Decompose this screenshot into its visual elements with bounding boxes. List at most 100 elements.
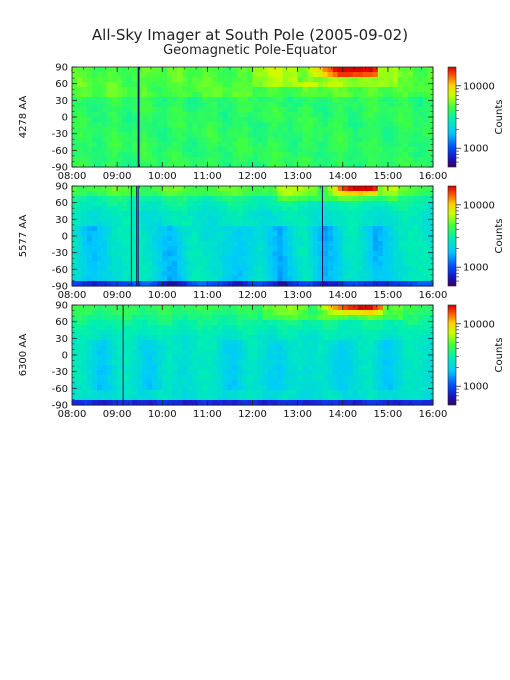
heatmap-cell	[282, 221, 289, 227]
heatmap-cell	[412, 320, 419, 326]
heatmap-cell	[397, 107, 404, 113]
heatmap-cell	[347, 271, 354, 277]
heatmap-cell	[307, 370, 314, 376]
heatmap-cell	[402, 375, 409, 381]
heatmap-cell	[167, 211, 173, 217]
heatmap-cell	[182, 77, 188, 83]
heatmap-cell	[92, 157, 98, 163]
heatmap-cell	[237, 375, 244, 381]
heatmap-cell	[262, 107, 269, 113]
heatmap-cell	[252, 305, 259, 311]
heatmap-cell	[352, 370, 359, 376]
heatmap-cell	[287, 162, 294, 168]
heatmap-cell	[192, 370, 198, 376]
heatmap-cell	[187, 345, 193, 351]
heatmap-cell	[267, 117, 274, 123]
heatmap-cell	[107, 380, 113, 386]
heatmap-cell	[77, 251, 83, 257]
heatmap-cell	[92, 340, 98, 346]
heatmap-cell	[87, 390, 93, 396]
heatmap-cell	[312, 315, 319, 321]
heatmap-cell	[152, 315, 158, 321]
heatmap-cell	[222, 365, 229, 371]
heatmap-cell	[362, 325, 369, 331]
heatmap-cell	[337, 147, 344, 153]
heatmap-cell	[227, 375, 234, 381]
heatmap-cell	[77, 310, 83, 316]
heatmap-cell	[107, 370, 113, 376]
heatmap-cell	[277, 281, 284, 287]
heatmap-cell	[267, 132, 274, 138]
heatmap-cell	[282, 256, 289, 262]
heatmap-cell	[137, 385, 143, 391]
heatmap-cell	[322, 77, 329, 83]
heatmap-cell	[242, 305, 249, 311]
heatmap-cell	[97, 67, 103, 73]
colorbar-tick-label: 10000	[463, 200, 495, 211]
heatmap-cell	[82, 226, 88, 232]
heatmap-cell	[282, 360, 289, 366]
heatmap-cell	[297, 97, 304, 103]
heatmap-cell	[77, 276, 83, 282]
heatmap-cell	[352, 360, 359, 366]
heatmap-cell	[352, 276, 359, 282]
heatmap-cell	[237, 152, 244, 158]
heatmap-cell	[122, 226, 128, 232]
heatmap-cell	[122, 157, 128, 163]
heatmap-cell	[257, 107, 264, 113]
heatmap-cell	[157, 385, 163, 391]
heatmap-cell	[317, 67, 324, 73]
heatmap-cell	[237, 281, 244, 287]
heatmap-cell	[142, 127, 148, 133]
heatmap-cell	[102, 380, 108, 386]
heatmap-cell	[162, 256, 168, 262]
heatmap-cell	[212, 365, 218, 371]
heatmap-cell	[382, 340, 389, 346]
heatmap-cell	[297, 87, 304, 93]
heatmap-cell	[172, 355, 178, 361]
x-tick-label: 15:00	[373, 409, 402, 420]
heatmap-cell	[342, 325, 349, 331]
heatmap-cell	[342, 206, 349, 212]
heatmap-cell	[307, 191, 314, 197]
heatmap-cell	[82, 330, 88, 336]
heatmap-cell	[72, 92, 78, 98]
heatmap-cell	[322, 305, 329, 311]
heatmap-cell	[242, 400, 249, 406]
heatmap-cell	[172, 365, 178, 371]
heatmap-cell	[252, 271, 259, 277]
heatmap-cell	[112, 360, 118, 366]
heatmap-cell	[327, 206, 334, 212]
heatmap-cell	[87, 281, 93, 287]
heatmap-cell	[157, 246, 163, 252]
heatmap-cell	[282, 370, 289, 376]
heatmap-cell	[397, 196, 404, 202]
heatmap-cell	[112, 385, 118, 391]
heatmap-cell	[272, 340, 279, 346]
heatmap-cell	[257, 231, 264, 237]
heatmap-cell	[292, 82, 299, 88]
heatmap-cell	[177, 201, 183, 207]
heatmap-cell	[107, 92, 113, 98]
heatmap-cell	[247, 400, 254, 406]
heatmap-cell	[132, 137, 138, 143]
heatmap-cell	[382, 201, 389, 207]
heatmap-cell	[292, 370, 299, 376]
heatmap-cell	[132, 281, 138, 287]
heatmap-cell	[77, 315, 83, 321]
heatmap-cell	[167, 385, 173, 391]
heatmap-cell	[122, 221, 128, 227]
heatmap-cell	[137, 147, 143, 153]
heatmap-cell	[292, 335, 299, 341]
heatmap-cell	[107, 211, 113, 217]
heatmap-cell	[317, 92, 324, 98]
heatmap-cell	[302, 107, 309, 113]
heatmap-cell	[412, 266, 419, 272]
heatmap-cell	[207, 132, 213, 138]
heatmap-cell	[292, 340, 299, 346]
heatmap-cell	[77, 246, 83, 252]
heatmap-cell	[102, 390, 108, 396]
heatmap-cell	[122, 112, 128, 118]
heatmap-cell	[132, 186, 138, 192]
heatmap-cell	[207, 77, 213, 83]
